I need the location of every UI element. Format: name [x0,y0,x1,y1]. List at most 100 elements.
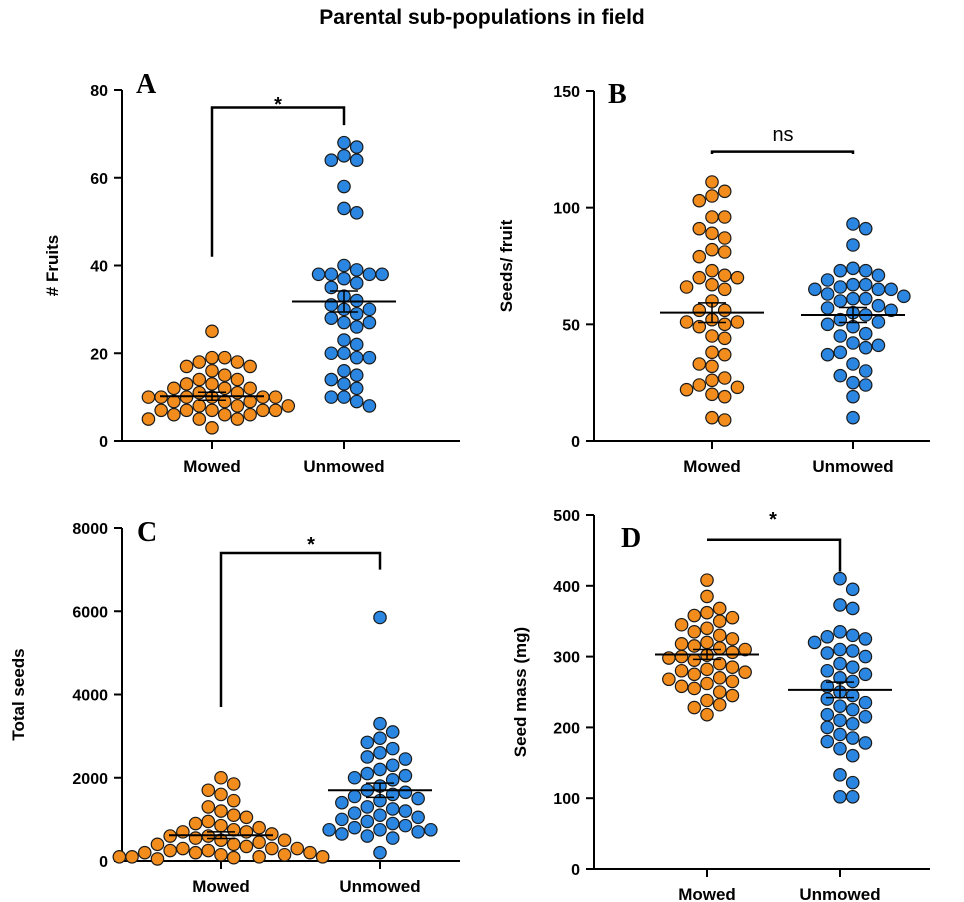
y-tick-label: 4000 [72,688,108,705]
data-point [712,628,727,643]
data-point [738,665,752,679]
data-point [188,831,203,845]
data-point [820,273,835,287]
data-point [373,610,387,625]
data-point [362,350,377,365]
data-point [226,777,241,791]
data-point [712,656,727,671]
data-point [347,820,362,835]
data-point [373,845,387,860]
data-point [833,345,848,360]
data-point [846,357,860,371]
data-point [717,331,732,346]
data-point [833,598,847,612]
data-point [858,695,873,710]
data-point [845,702,860,717]
data-point [167,381,181,396]
data-point [674,679,689,694]
data-point [725,645,740,660]
data-point [674,637,689,651]
data-point [268,390,283,404]
data-point [281,399,296,413]
data-point [858,263,873,278]
data-point [176,841,190,856]
data-point [692,378,707,392]
data-point [324,153,339,167]
data-point [833,294,848,308]
data-point [858,667,873,682]
y-axis-title: Seeds/ fruit [497,219,516,312]
data-point [712,671,727,685]
data-point [226,850,241,865]
data-point [252,820,266,835]
data-point [324,346,339,361]
data-point [700,573,714,587]
data-point [717,413,732,427]
data-point [845,644,860,658]
significance-bracket [210,106,346,257]
data-point [188,845,203,860]
data-point [725,674,740,689]
data-point [662,672,676,687]
panel-letter: D [621,523,641,554]
data-point [712,697,727,712]
data-point [717,231,732,245]
significance-bracket [707,538,842,572]
data-point [205,403,219,418]
y-tick-label: 8000 [72,521,108,538]
data-point [717,282,732,297]
data-point [820,663,835,678]
data-point [324,267,339,282]
data-point [725,632,740,646]
data-point [700,589,714,604]
data-point [858,221,873,236]
data-point [349,153,364,167]
data-point [337,135,351,150]
data-point [858,364,873,378]
data-point [700,707,714,722]
data-point [846,277,860,292]
data-point [398,752,413,766]
data-point [324,311,339,325]
data-point [833,768,847,782]
data-point [112,850,127,864]
data-point [179,377,194,391]
data-point [179,359,194,374]
data-point [705,387,719,402]
data-point [217,407,232,422]
data-point [705,329,719,343]
x-category-label: Mowed [683,457,741,476]
data-point [820,646,835,660]
data-point [214,770,228,785]
data-point [858,709,873,724]
data-point [349,306,364,321]
data-point [700,662,714,677]
data-point [141,412,156,426]
data-point [807,635,822,650]
data-point [362,302,377,317]
data-point [858,326,873,341]
data-point [820,692,835,706]
data-point [205,350,219,365]
data-point [268,403,283,418]
data-point [375,267,389,282]
data-point [687,700,702,715]
data-point [205,421,219,435]
data-point [833,727,847,742]
data-point [335,795,349,810]
y-tick-label: 80 [90,83,108,100]
data-point [845,601,860,616]
data-point [845,660,860,675]
data-point [705,359,719,374]
data-point [385,831,400,845]
data-point [277,847,292,862]
data-point [265,827,279,841]
data-point [217,381,232,396]
data-point [226,793,241,808]
data-point [679,382,694,397]
data-point [230,355,245,369]
x-category-label: Mowed [678,885,736,902]
data-point [692,249,707,264]
panel-a: 0 20 40 60 80 Mowed Unmowed # Fruits A * [43,69,460,476]
data-point [335,812,349,827]
